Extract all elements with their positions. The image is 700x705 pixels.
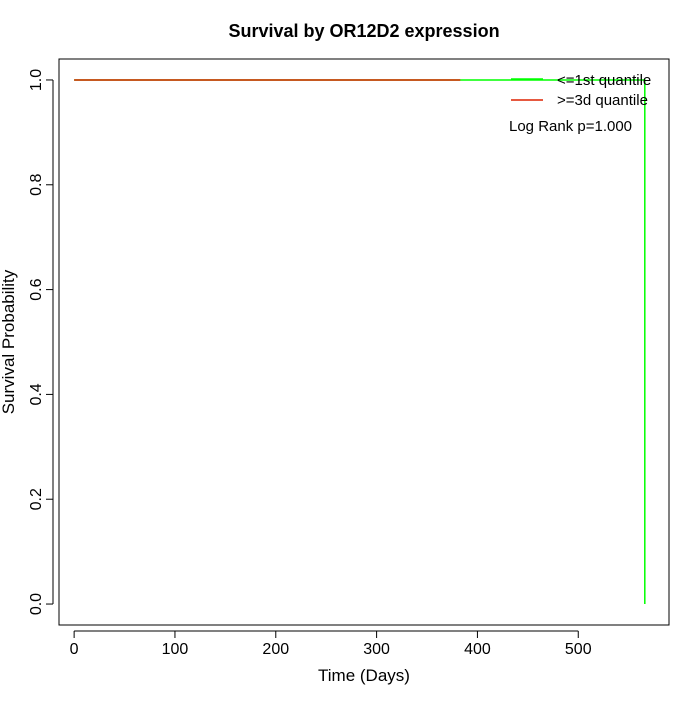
legend: <=1st quantile >=3d quantile Log Rank p=… [509, 72, 651, 135]
x-axis-label: Time (Days) [318, 666, 410, 685]
chart-title: Survival by OR12D2 expression [228, 21, 499, 41]
series-layer [74, 79, 646, 605]
legend-label-low: <=1st quantile [557, 72, 651, 89]
x-tick-label: 0 [70, 641, 79, 658]
y-axis-label: Survival Probability [0, 269, 18, 414]
y-tick-label: 0.4 [28, 383, 45, 405]
series-low-quantile [74, 79, 646, 605]
y-tick-label: 0.0 [28, 593, 45, 615]
legend-label-high: >=3d quantile [557, 92, 648, 109]
y-tick-label: 0.6 [28, 278, 45, 300]
y-tick-label: 0.8 [28, 174, 45, 196]
log-rank-annotation: Log Rank p=1.000 [509, 118, 632, 135]
x-axis: 0 100 200 300 400 500 [70, 630, 592, 658]
x-tick-label: 400 [464, 641, 491, 658]
y-tick-label: 1.0 [28, 69, 45, 91]
x-tick-label: 300 [363, 641, 390, 658]
x-tick-label: 500 [565, 641, 592, 658]
y-axis: 0.0 0.2 0.4 0.6 0.8 1.0 [28, 69, 54, 615]
y-tick-label: 0.2 [28, 488, 45, 510]
plot-frame [58, 58, 670, 626]
x-tick-label: 100 [162, 641, 189, 658]
x-tick-label: 200 [262, 641, 289, 658]
